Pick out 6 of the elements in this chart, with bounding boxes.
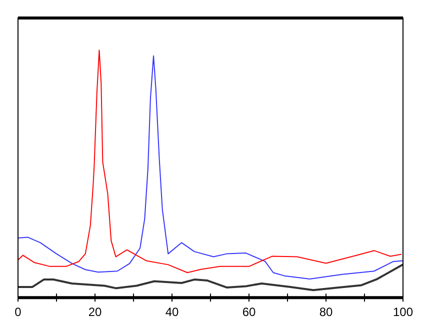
- x-tick-label: 40: [165, 305, 179, 320]
- x-tick-label: 80: [319, 305, 333, 320]
- x-tick-label: 60: [242, 305, 256, 320]
- x-tick-label: 0: [14, 305, 22, 320]
- x-tick-label: 100: [392, 305, 414, 320]
- x-tick-label: 20: [88, 305, 102, 320]
